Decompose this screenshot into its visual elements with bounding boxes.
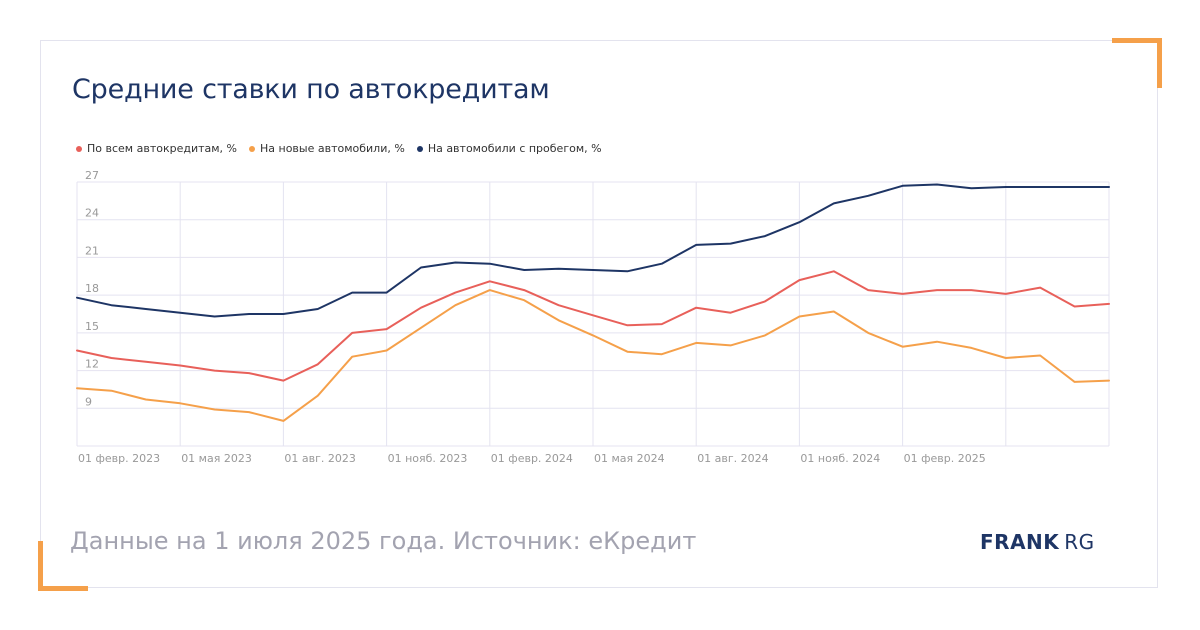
legend-label-used: На автомобили с пробегом, % [427,142,602,155]
chart-legend: По всем автокредитам, % На новые автомоб… [76,142,602,155]
x-tick-label-6: 01 авг. 2024 [697,452,768,465]
legend-marker-new [249,145,255,152]
legend-label-all: По всем автокредитам, % [87,142,237,155]
y-tick-label-24: 24 [85,207,99,220]
y-tick-label-15: 15 [85,320,99,333]
x-tick-label-5: 01 мая 2024 [594,452,665,465]
x-tick-label-0: 01 февр. 2023 [78,452,160,465]
x-tick-label-2: 01 авг. 2023 [284,452,355,465]
legend-item-all[interactable]: По всем автокредитам, % [76,142,237,155]
y-tick-label-12: 12 [85,358,99,371]
x-tick-label-1: 01 мая 2023 [181,452,252,465]
card-frame [40,40,1158,588]
legend-item-used[interactable]: На автомобили с пробегом, % [416,142,602,155]
x-tick-label-8: 01 февр. 2025 [904,452,986,465]
legend-marker-used [416,145,423,152]
series-line-0 [76,270,1110,382]
source-note: Данные на 1 июля 2025 года. Источник: еК… [70,527,697,555]
logo-frank-text: FRANK [980,530,1060,554]
series-line-1 [76,289,1110,422]
y-tick-label-9: 9 [85,395,92,408]
x-tick-label-4: 01 февр. 2024 [491,452,573,465]
legend-label-new: На новые автомобили, % [260,142,405,155]
bottom-left-corner-horizontal [38,586,88,591]
frank-rg-logo: FRANK RG [980,530,1095,554]
y-tick-label-27: 27 [85,169,99,182]
logo-rg-text: RG [1064,530,1095,554]
top-right-corner-vertical [1157,38,1162,88]
bottom-left-corner-vertical [38,541,43,591]
y-tick-label-21: 21 [85,244,99,257]
top-right-corner-horizontal [1112,38,1162,43]
x-tick-label-7: 01 нояб. 2024 [800,452,880,465]
legend-marker-all [76,145,82,152]
series-line-2 [76,183,1110,318]
chart-title: Средние ставки по автокредитам [72,74,550,105]
y-tick-label-18: 18 [85,282,99,295]
legend-item-new[interactable]: На новые автомобили, % [249,142,405,155]
x-tick-label-3: 01 нояб. 2023 [388,452,468,465]
